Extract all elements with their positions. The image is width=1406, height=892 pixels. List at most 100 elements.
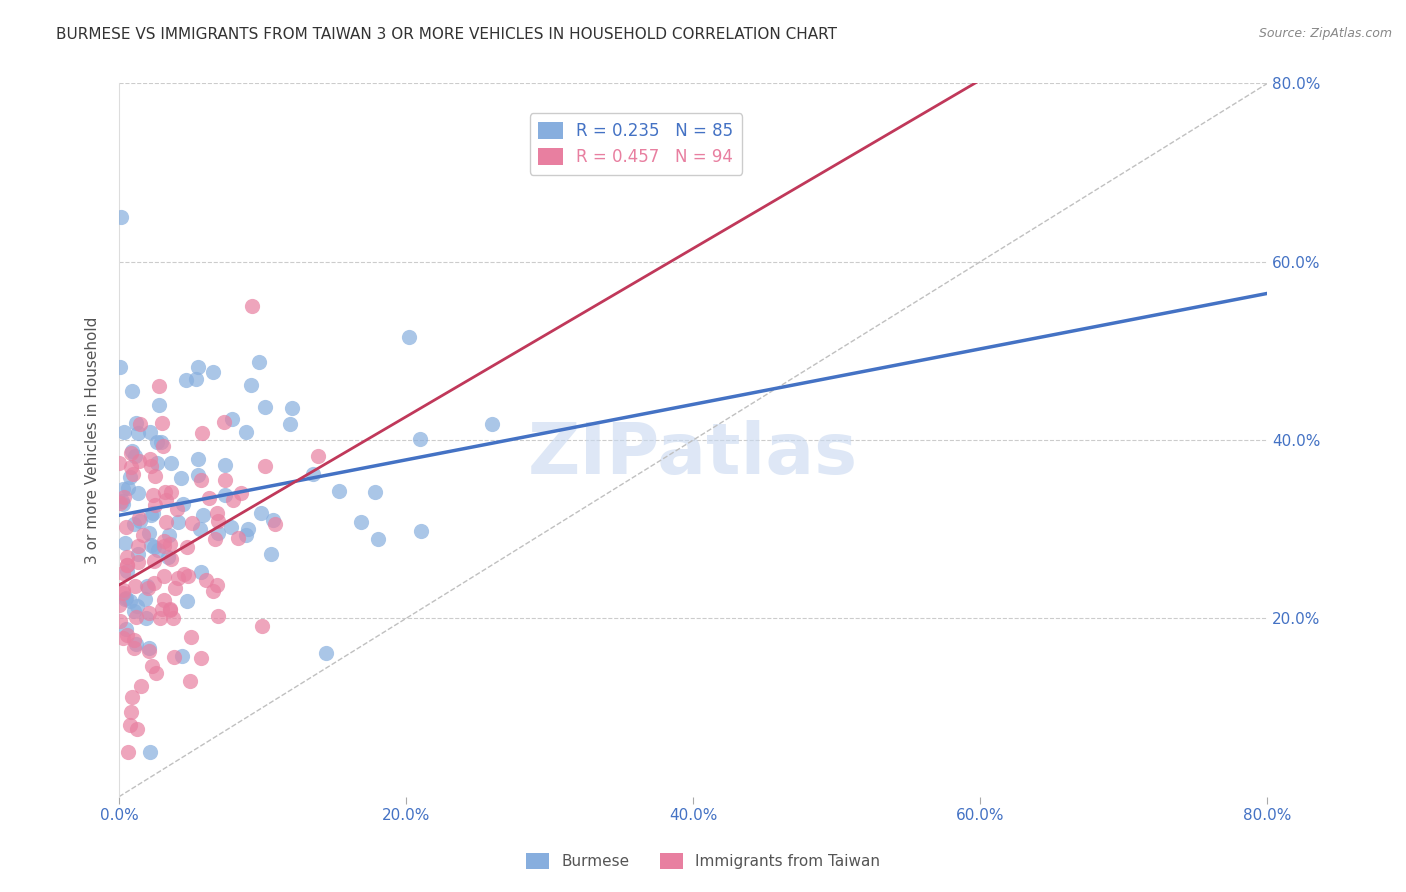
Point [155, 515, 177, 529]
Point [159, 602, 181, 616]
Point [112, 490, 135, 504]
Point [110, 210, 132, 224]
Point [260, 547, 283, 561]
Point [142, 507, 165, 521]
Point [187, 468, 209, 483]
Point [253, 401, 276, 415]
Point [163, 650, 186, 665]
Point [157, 528, 180, 542]
Point [132, 527, 155, 541]
Point [149, 610, 172, 624]
Point [112, 582, 135, 597]
Point [138, 525, 160, 540]
Point [205, 506, 228, 520]
Point [152, 569, 174, 583]
Point [108, 614, 131, 628]
Point [112, 497, 135, 511]
Point [150, 416, 173, 430]
Point [127, 426, 149, 441]
Point [214, 473, 236, 487]
Point [108, 598, 131, 612]
Point [127, 555, 149, 569]
Point [139, 425, 162, 439]
Point [136, 581, 159, 595]
Point [108, 496, 131, 510]
Point [136, 579, 159, 593]
Point [117, 745, 139, 759]
Point [235, 527, 257, 541]
Point [153, 534, 176, 549]
Point [121, 443, 143, 458]
Point [118, 718, 141, 732]
Point [153, 484, 176, 499]
Point [409, 433, 432, 447]
Point [173, 566, 195, 581]
Point [349, 515, 371, 529]
Point [278, 417, 301, 431]
Point [176, 540, 198, 554]
Point [139, 451, 162, 466]
Point [229, 486, 252, 500]
Point [170, 470, 193, 484]
Point [125, 637, 148, 651]
Point [172, 649, 194, 664]
Point [115, 558, 138, 573]
Point [125, 416, 148, 430]
Point [155, 493, 177, 508]
Point [176, 373, 198, 387]
Point [114, 622, 136, 636]
Point [163, 582, 186, 596]
Point [111, 493, 134, 508]
Point [120, 470, 142, 484]
Point [221, 493, 243, 508]
Point [198, 491, 221, 505]
Point [148, 398, 170, 412]
Point [145, 666, 167, 681]
Point [114, 535, 136, 549]
Point [176, 594, 198, 608]
Point [281, 401, 304, 415]
Point [122, 467, 145, 482]
Point [159, 537, 181, 551]
Point [115, 558, 138, 572]
Point [127, 547, 149, 561]
Point [179, 673, 201, 688]
Point [114, 520, 136, 534]
Point [122, 640, 145, 655]
Point [166, 502, 188, 516]
Point [207, 525, 229, 540]
Point [160, 484, 183, 499]
Point [307, 450, 329, 464]
Point [108, 360, 131, 375]
Point [201, 365, 224, 379]
Point [240, 299, 263, 313]
Point [250, 506, 273, 520]
Point [112, 425, 135, 439]
Point [186, 372, 208, 386]
Point [235, 425, 257, 439]
Point [138, 641, 160, 656]
Point [167, 515, 190, 529]
Point [160, 456, 183, 470]
Point [263, 516, 285, 531]
Point [145, 498, 167, 512]
Point [138, 644, 160, 658]
Point [191, 508, 214, 523]
Point [226, 531, 249, 545]
Point [221, 520, 243, 534]
Point [240, 378, 263, 392]
Text: Source: ZipAtlas.com: Source: ZipAtlas.com [1258, 27, 1392, 40]
Point [128, 511, 150, 525]
Text: BURMESE VS IMMIGRANTS FROM TAIWAN 3 OR MORE VEHICLES IN HOUSEHOLD CORRELATION CH: BURMESE VS IMMIGRANTS FROM TAIWAN 3 OR M… [56, 27, 837, 42]
Point [250, 618, 273, 632]
Point [143, 576, 166, 591]
Point [153, 593, 176, 607]
Point [122, 604, 145, 618]
Point [190, 473, 212, 487]
Point [141, 508, 163, 522]
Point [146, 457, 169, 471]
Point [139, 538, 162, 552]
Point [120, 446, 142, 460]
Point [190, 566, 212, 580]
Point [254, 458, 277, 473]
